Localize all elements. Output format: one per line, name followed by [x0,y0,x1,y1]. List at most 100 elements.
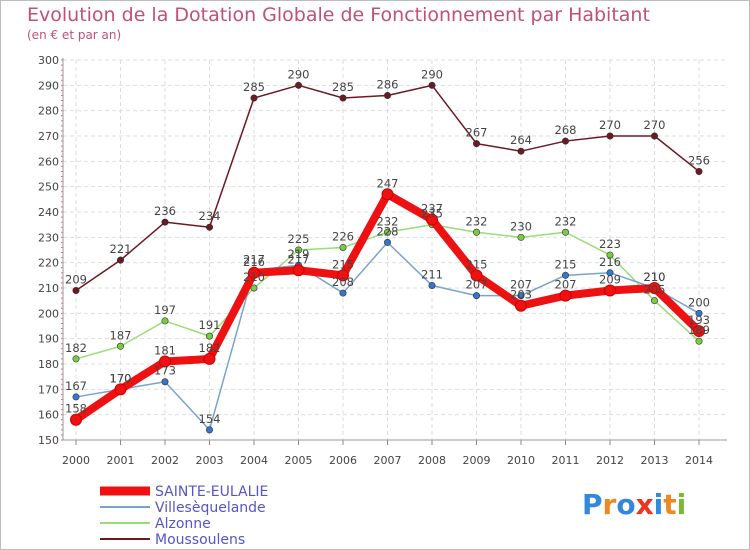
data-point [472,292,480,300]
data-label: 210 [644,270,666,284]
data-point [561,271,569,279]
data-point [114,383,127,396]
x-tick-label: 2007 [374,454,402,467]
data-label: 216 [599,255,621,269]
x-tick-label: 2008 [418,454,446,467]
data-label: 200 [688,295,710,309]
data-label: 232 [377,214,399,228]
data-point [339,289,347,297]
data-point [650,132,658,140]
data-point [517,233,525,241]
data-label: 182 [199,341,221,355]
data-label: 207 [466,278,488,292]
data-point [339,243,347,251]
axes: 1501601701801902002102202302402502602702… [38,54,727,467]
data-label: 286 [377,77,399,91]
x-tick-label: 2002 [151,454,179,467]
data-labels: 209 221 236 234 285 290 285 286 290 267 264 268 270 2… [65,67,710,426]
data-point [428,281,436,289]
x-tick-label: 2011 [552,454,580,467]
data-label: 237 [421,202,443,216]
data-label: 219 [288,247,310,261]
x-tick-label: 2010 [507,454,535,467]
data-label: 182 [65,341,87,355]
x-tick-label: 2003 [196,454,224,467]
data-point [206,426,214,434]
y-tick-label: 190 [38,333,59,346]
data-point [161,317,169,325]
data-point [72,355,80,363]
data-label: 232 [555,214,577,228]
data-point [383,238,391,246]
data-label: 235 [421,207,443,221]
logo-letter: r [602,488,617,521]
y-tick-label: 260 [38,155,59,168]
y-tick-label: 180 [38,358,59,371]
data-point [206,332,214,340]
data-point [159,355,171,368]
data-label: 210 [243,270,265,284]
data-point [161,218,169,226]
data-point [606,251,614,259]
data-label: 154 [199,412,221,426]
data-label: 267 [466,126,488,140]
data-point [203,352,216,365]
data-point [648,282,661,294]
x-tick-label: 2004 [240,454,268,467]
x-tick-label: 2009 [463,454,491,467]
x-tick-label: 2013 [641,454,669,467]
data-label: 270 [644,118,666,132]
y-tick-label: 150 [38,434,59,447]
logo-letter: t [663,488,677,521]
data-label: 208 [332,275,354,289]
data-label: 225 [288,232,310,246]
chart-subtitle: (en € et par an) [27,28,122,42]
data-point [606,132,614,140]
data-label: 181 [154,343,176,357]
data-point [695,167,703,175]
data-label: 216 [243,255,265,269]
data-point [695,337,703,345]
legend-label: SAINTE-EULALIE [155,484,268,500]
data-point [250,284,258,292]
legend-label: Moussoulens [155,532,245,548]
data-point [604,284,616,297]
data-label: 215 [555,257,577,271]
data-label: 203 [510,288,532,302]
data-point [161,378,169,386]
data-label: 221 [110,242,132,256]
data-label: 187 [110,328,132,342]
data-point [561,228,569,236]
x-tick-label: 2014 [685,454,713,467]
data-point [606,269,614,277]
data-point [248,266,260,279]
x-tick-label: 2012 [596,454,624,467]
data-point [517,292,525,300]
data-label: 270 [599,118,621,132]
data-label: 217 [288,252,310,266]
legend-label: Villesèquelande [155,500,266,516]
data-label: 167 [65,379,87,393]
data-label: 209 [65,273,87,287]
data-point [292,264,305,277]
data-point [381,188,394,201]
data-label: 211 [421,267,443,281]
data-label: 228 [377,224,399,238]
data-point [472,228,480,236]
y-tick-label: 300 [38,54,59,67]
data-point [294,81,302,89]
data-label: 217 [243,252,265,266]
data-point [117,256,125,264]
data-label: 207 [510,278,532,292]
data-label: 236 [154,204,176,218]
y-tick-label: 160 [38,409,59,422]
data-point [517,147,525,155]
data-label: 256 [688,153,710,167]
data-point [294,246,302,254]
y-tick-label: 220 [38,257,59,270]
data-point [250,94,258,102]
data-point [561,137,569,145]
data-label: 264 [510,133,532,147]
data-label: 191 [199,318,221,332]
